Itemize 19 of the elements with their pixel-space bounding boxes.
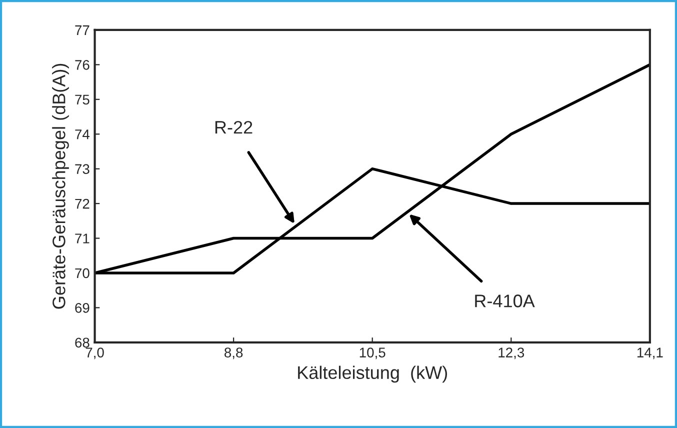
y-axis-title: Geräte-Geräuschpegel (dB(A)) [52, 64, 69, 309]
x-tick-label: 10,5 [360, 348, 386, 360]
text: R-22 [215, 120, 252, 134]
y-tick-label: 70 [75, 268, 90, 278]
y-tick-label: 74 [75, 130, 90, 140]
y-tick-label: 71 [75, 234, 90, 244]
x-tick-label: 14,1 [637, 348, 663, 360]
y-tick-label: 73 [75, 164, 90, 174]
y-tick-label: 76 [75, 60, 90, 70]
x-tick-label: 7,0 [86, 348, 104, 360]
y-tick-label: 68 [75, 338, 90, 348]
x-tick-label: 12,3 [498, 348, 524, 360]
y-tick-label: 75 [75, 94, 90, 105]
y-tick-label: 69 [75, 303, 90, 313]
y-tick-label: 77 [75, 25, 90, 35]
x-tick-label: 8,8 [224, 348, 243, 360]
x-axis-title: Kälteleistung (kW) [298, 366, 447, 383]
text: R-410A [475, 294, 535, 308]
y-tick-label: 72 [75, 198, 90, 209]
